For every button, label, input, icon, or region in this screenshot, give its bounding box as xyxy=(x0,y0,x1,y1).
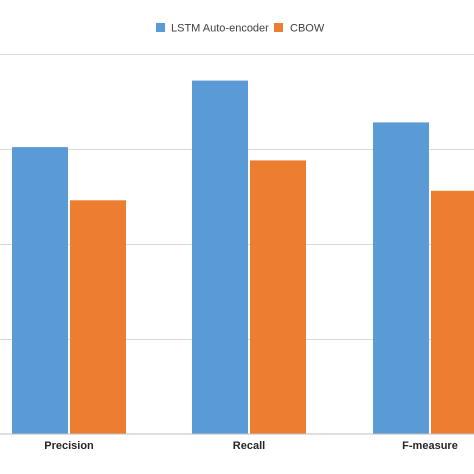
legend-label-lstm: LSTM Auto-encoder xyxy=(171,23,269,35)
bar-cbow-precision xyxy=(70,200,126,434)
legend-label-cbow: CBOW xyxy=(290,23,325,35)
bar-cbow-f-measure xyxy=(431,190,474,434)
x-axis-tick-labels: Precision Recall F-measure xyxy=(44,440,458,452)
bars xyxy=(12,80,474,435)
bar-lstm-auto-encoder-f-measure xyxy=(373,122,429,435)
x-tick-label-precision: Precision xyxy=(44,440,94,452)
x-tick-label-f-measure: F-measure xyxy=(402,440,458,452)
legend-swatch-lstm xyxy=(156,23,165,32)
bar-lstm-auto-encoder-precision xyxy=(12,147,68,434)
legend-swatch-cbow xyxy=(274,23,283,32)
x-tick-label-recall: Recall xyxy=(233,440,265,452)
legend: LSTM Auto-encoder CBOW xyxy=(156,23,325,35)
bar-cbow-recall xyxy=(250,160,306,434)
bar-lstm-auto-encoder-recall xyxy=(192,80,248,434)
